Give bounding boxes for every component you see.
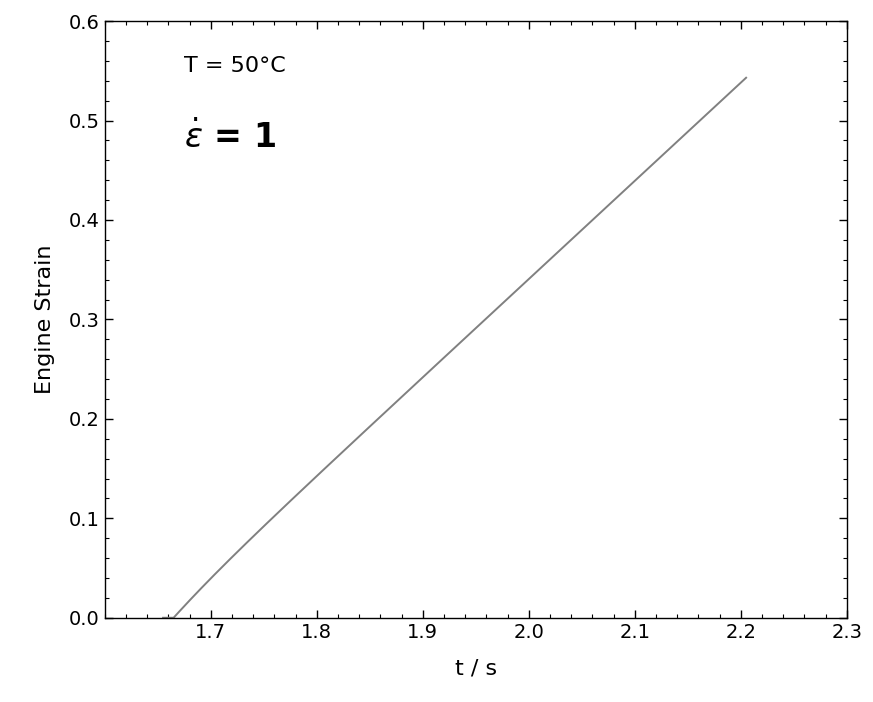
X-axis label: t / s: t / s [455,658,497,678]
Text: T = 50°C: T = 50°C [184,55,286,76]
Text: $\dot{\varepsilon}$ = 1: $\dot{\varepsilon}$ = 1 [184,121,277,155]
Y-axis label: Engine Strain: Engine Strain [35,245,55,394]
